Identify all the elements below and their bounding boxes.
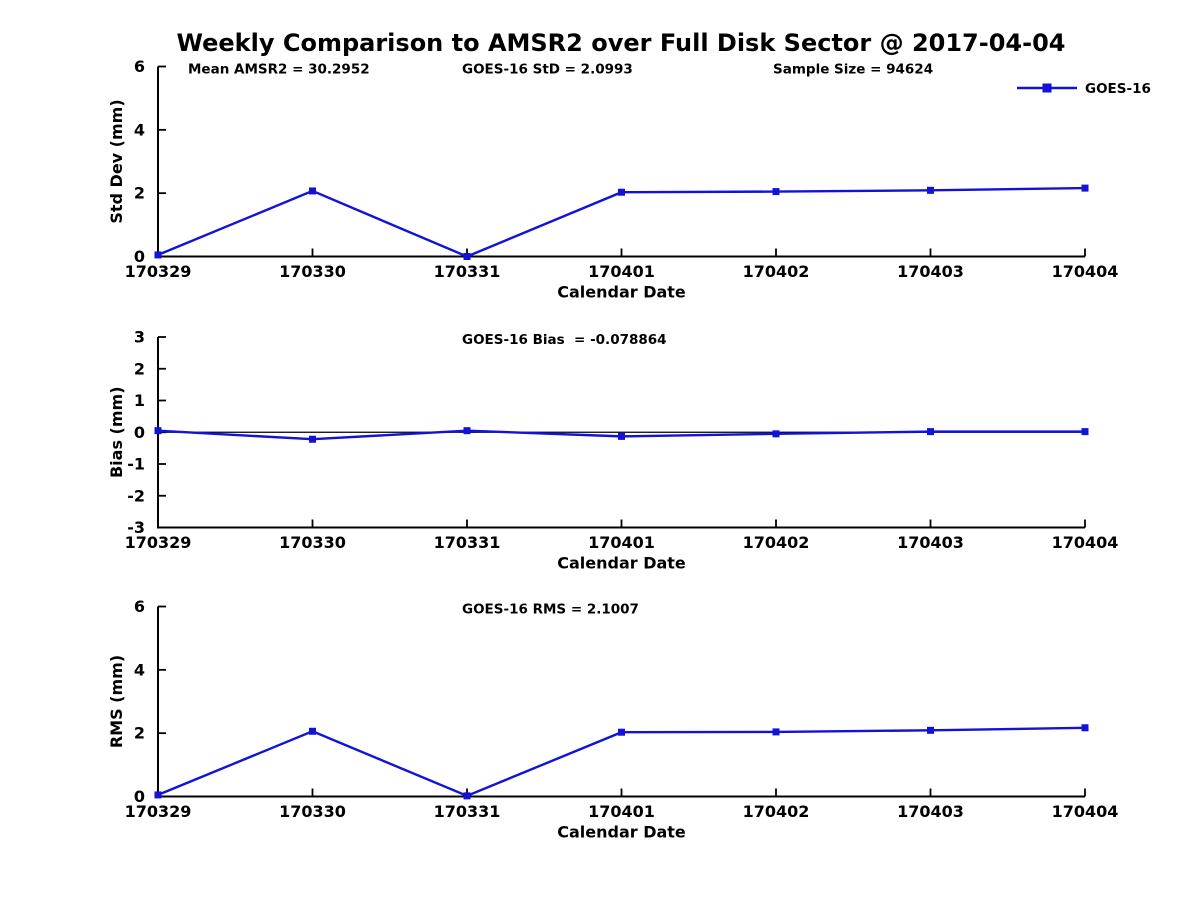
- data-point-marker: [463, 427, 471, 435]
- x-axis-title: Calendar Date: [557, 554, 686, 573]
- data-point-marker: [618, 728, 625, 736]
- y-tick-label: 1: [134, 391, 145, 410]
- x-axis-title: Calendar Date: [557, 283, 686, 302]
- x-tick-label: 170401: [588, 262, 655, 281]
- y-tick-label: 6: [134, 57, 145, 76]
- data-point-marker: [154, 251, 162, 259]
- x-tick-label: 170404: [1052, 262, 1119, 281]
- data-point-marker: [927, 428, 934, 436]
- x-tick-label: 170402: [743, 802, 810, 821]
- series-line: [157, 726, 1086, 798]
- data-point-marker: [618, 188, 625, 196]
- subplot-rms: 0 2 4 6 170329 170330 170331 170401 170402 170403…: [107, 597, 1118, 842]
- y-tick-label: 0: [134, 247, 145, 266]
- legend: GOES-16: [1017, 81, 1151, 97]
- x-tick-label: 170330: [279, 533, 346, 552]
- x-tick-label: 170331: [434, 262, 501, 281]
- data-point-marker: [309, 187, 316, 195]
- data-point-marker: [772, 188, 780, 196]
- x-tick-label: 170330: [279, 802, 346, 821]
- y-tick-label: 4: [134, 660, 145, 679]
- x-tick-label: 170331: [434, 533, 501, 552]
- data-point-marker: [463, 253, 471, 260]
- x-tick-label: 170329: [125, 262, 192, 281]
- subplot-annotation: GOES-16 StD = 2.0993: [462, 62, 633, 78]
- data-point-marker: [772, 728, 780, 736]
- data-point-marker: [309, 727, 316, 735]
- x-axis-title: Calendar Date: [557, 823, 686, 842]
- x-tick-label: 170403: [897, 802, 964, 821]
- legend-marker: [1042, 83, 1052, 93]
- y-tick-label: -1: [127, 455, 145, 474]
- x-tick-label: 170404: [1052, 802, 1119, 821]
- subplot-annotation: Sample Size = 94624: [773, 62, 933, 78]
- x-tick-label: 170403: [897, 262, 964, 281]
- data-point-marker: [1081, 184, 1089, 192]
- y-tick-label: -3: [127, 518, 145, 537]
- x-tick-label: 170329: [125, 802, 192, 821]
- data-point-marker: [154, 427, 162, 435]
- x-tick-label: 170402: [743, 533, 810, 552]
- subplot-bias: -3 -2 -1 0 1 2 3 170329 170330 170331 170401 170402…: [107, 328, 1118, 573]
- y-tick-label: 3: [134, 328, 145, 347]
- y-axis-title: Std Dev (mm): [107, 99, 126, 223]
- subplot-std-dev: 0 2 4 6 170329 170330 170331 170401 170402 170403…: [107, 57, 1151, 302]
- data-point-marker: [309, 435, 316, 443]
- y-tick-label: -2: [127, 486, 145, 505]
- data-point-marker: [618, 432, 625, 440]
- subplot-annotation: Mean AMSR2 = 30.2952: [188, 62, 370, 78]
- y-axis-title: RMS (mm): [107, 655, 126, 748]
- y-axis-title: Bias (mm): [107, 386, 126, 478]
- data-point-marker: [463, 792, 471, 800]
- x-tick-label: 170330: [279, 262, 346, 281]
- data-point-marker: [927, 726, 934, 734]
- x-tick-label: 170401: [588, 533, 655, 552]
- x-tick-label: 170329: [125, 533, 192, 552]
- y-tick-label: 2: [134, 359, 145, 378]
- x-tick-label: 170331: [434, 802, 501, 821]
- data-point-marker: [1081, 724, 1089, 732]
- data-point-marker: [772, 430, 780, 438]
- subplot-annotation: GOES-16 Bias = -0.078864: [462, 332, 667, 348]
- series-line: [157, 186, 1086, 258]
- y-tick-label: 4: [134, 120, 145, 139]
- figure-title: Weekly Comparison to AMSR2 over Full Dis…: [176, 29, 1066, 57]
- y-tick-label: 0: [134, 423, 145, 442]
- data-point-marker: [1081, 428, 1089, 436]
- data-point-marker: [927, 186, 934, 194]
- y-tick-label: 0: [134, 787, 145, 806]
- x-tick-label: 170404: [1052, 533, 1119, 552]
- data-point-marker: [154, 791, 162, 799]
- subplot-annotation: GOES-16 RMS = 2.1007: [462, 602, 639, 618]
- y-tick-label: 2: [134, 184, 145, 203]
- x-tick-label: 170403: [897, 533, 964, 552]
- x-tick-label: 170402: [743, 262, 810, 281]
- y-tick-label: 2: [134, 724, 145, 743]
- legend-label: GOES-16: [1085, 81, 1151, 97]
- x-tick-label: 170401: [588, 802, 655, 821]
- y-tick-label: 6: [134, 597, 145, 616]
